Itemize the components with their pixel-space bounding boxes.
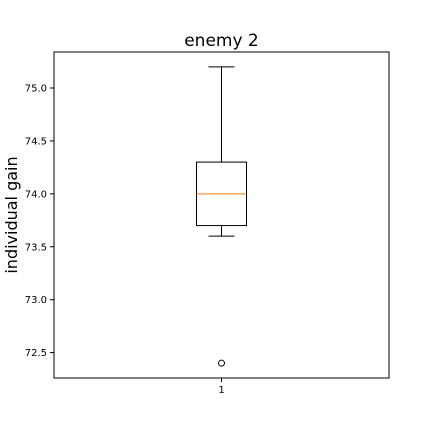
y-tick-label: 72.5 <box>25 348 47 359</box>
y-tick-label: 74.5 <box>25 136 47 147</box>
plot-area: 72.5 73.0 73.5 74.0 74.5 75.0 1 <box>25 52 389 396</box>
y-axis-label: individual gain <box>2 156 21 273</box>
y-tick-label: 74.0 <box>25 189 47 200</box>
y-tick-label: 73.0 <box>25 295 47 306</box>
x-tick-label: 1 <box>218 385 224 396</box>
y-tick-label: 75.0 <box>25 83 47 94</box>
chart-title: enemy 2 <box>184 31 259 51</box>
y-tick-label: 73.5 <box>25 242 47 253</box>
outlier-point <box>219 360 225 366</box>
